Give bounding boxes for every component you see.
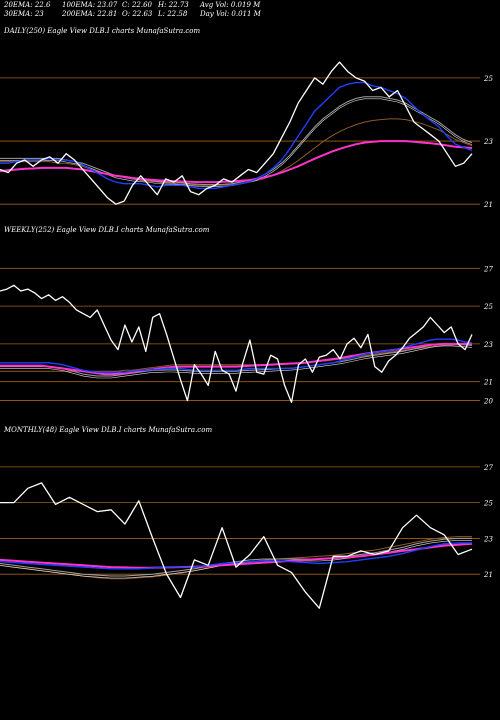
low-stat: L: 22.58 — [158, 10, 188, 18]
weekly-ema-fast-line — [0, 338, 473, 373]
daily-ema-slow-line — [0, 140, 473, 184]
daily-price-line — [0, 61, 473, 205]
weekly-y-tick-label: 23 — [483, 341, 493, 349]
weekly-y-tick-label: 20 — [483, 398, 493, 406]
weekly-price-line — [0, 284, 473, 404]
monthly-y-tick-label: 21 — [483, 571, 493, 579]
ema100-stat: 100EMA: 23.07 — [62, 1, 118, 9]
daily-y-tick-label: 25 — [483, 75, 493, 83]
monthly-y-tick-label: 23 — [483, 535, 493, 543]
monthly-y-tick-label: 27 — [483, 464, 493, 472]
ema200-stat: 200EMA: 22.81 — [62, 10, 118, 18]
ema30-stat: 30EMA: 23 — [4, 10, 44, 18]
daily-ema-mid-line — [0, 96, 473, 186]
monthly-ema-mid-line — [0, 537, 472, 577]
ema20-stat: 20EMA: 22.6 — [4, 1, 51, 9]
daily-ema-fast-line — [0, 81, 473, 190]
monthly-panel-title: MONTHLY(48) Eagle View DLB.I charts Muna… — [4, 426, 213, 434]
avg-vol-stat: Avg Vol: 0.019 M — [200, 1, 261, 9]
daily-ema-mid-shadow-line — [0, 98, 473, 187]
monthly-price-line — [0, 482, 473, 609]
monthly-y-tick-label: 25 — [483, 500, 493, 508]
daily-panel-title: DAILY(250) Eagle View DLB.I charts Munaf… — [4, 27, 201, 35]
monthly-ema-slow-line — [0, 542, 473, 569]
daily-y-tick-label: 21 — [483, 201, 493, 209]
weekly-ema-mid-line — [0, 343, 473, 377]
weekly-y-tick-label: 27 — [483, 265, 493, 273]
weekly-y-tick-label: 25 — [483, 303, 493, 311]
high-stat: H: 22.73 — [158, 1, 189, 9]
open-stat: O: 22.63 — [122, 10, 153, 18]
weekly-ema-mid-shadow-line — [0, 345, 473, 379]
monthly-ema-fast-line — [0, 542, 472, 570]
weekly-panel-title: WEEKLY(252) Eagle View DLB.I charts Muna… — [4, 226, 210, 234]
day-vol-stat: Day Vol: 0.011 M — [200, 10, 261, 18]
weekly-y-tick-label: 21 — [483, 379, 493, 387]
close-stat: C: 22.60 — [122, 1, 152, 9]
daily-y-tick-label: 23 — [483, 138, 493, 146]
daily-ema-brown-line — [0, 118, 473, 186]
